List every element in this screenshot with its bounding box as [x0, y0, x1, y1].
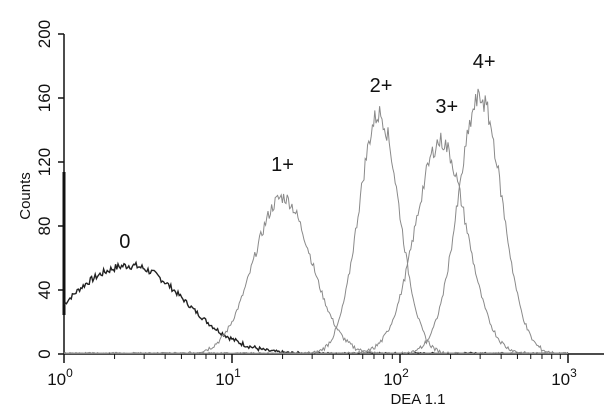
y-axis-label: Counts [17, 172, 34, 220]
x-tick-base: 10 [215, 370, 234, 389]
series-curves [63, 88, 569, 355]
x-tick-label-100: 102 [383, 366, 409, 389]
series-labels: 0 1+ 2+ 3+ 4+ [119, 51, 495, 253]
x-tick-base: 10 [551, 370, 570, 389]
axes [62, 34, 604, 355]
y-tick-label-80: 80 [35, 217, 54, 236]
y-tick-label-0: 0 [35, 349, 54, 358]
y-tick-label-120: 120 [35, 148, 54, 176]
series-label-3+: 3+ [435, 96, 458, 118]
series-line-2+ [64, 106, 568, 355]
x-tick-exponent: 3 [570, 366, 577, 380]
y-ticks: 0 40 80 120 160 200 [35, 20, 64, 359]
x-tick-label-1: 100 [47, 366, 73, 389]
series-label-2+: 2+ [370, 75, 393, 97]
series-line-3+ [63, 132, 568, 355]
x-tick-exponent: 0 [66, 366, 73, 380]
y-tick-label-40: 40 [35, 281, 54, 300]
x-tick-label-1000: 103 [551, 366, 577, 389]
y-tick-label-160: 160 [35, 84, 54, 112]
x-tick-label-10: 101 [215, 366, 241, 389]
x-tick-exponent: 2 [402, 366, 409, 380]
series-line-4+ [63, 88, 568, 355]
x-axis-label: DEA 1.1 [390, 391, 445, 408]
y-tick-label-200: 200 [35, 20, 54, 48]
x-ticks: 100 101 102 103 [47, 354, 577, 389]
series-label-4+: 4+ [473, 51, 496, 73]
series-label-1+: 1+ [271, 154, 294, 176]
x-tick-base: 10 [383, 370, 402, 389]
x-tick-base: 10 [47, 370, 66, 389]
x-tick-exponent: 1 [234, 366, 241, 380]
series-label-0: 0 [119, 231, 130, 253]
